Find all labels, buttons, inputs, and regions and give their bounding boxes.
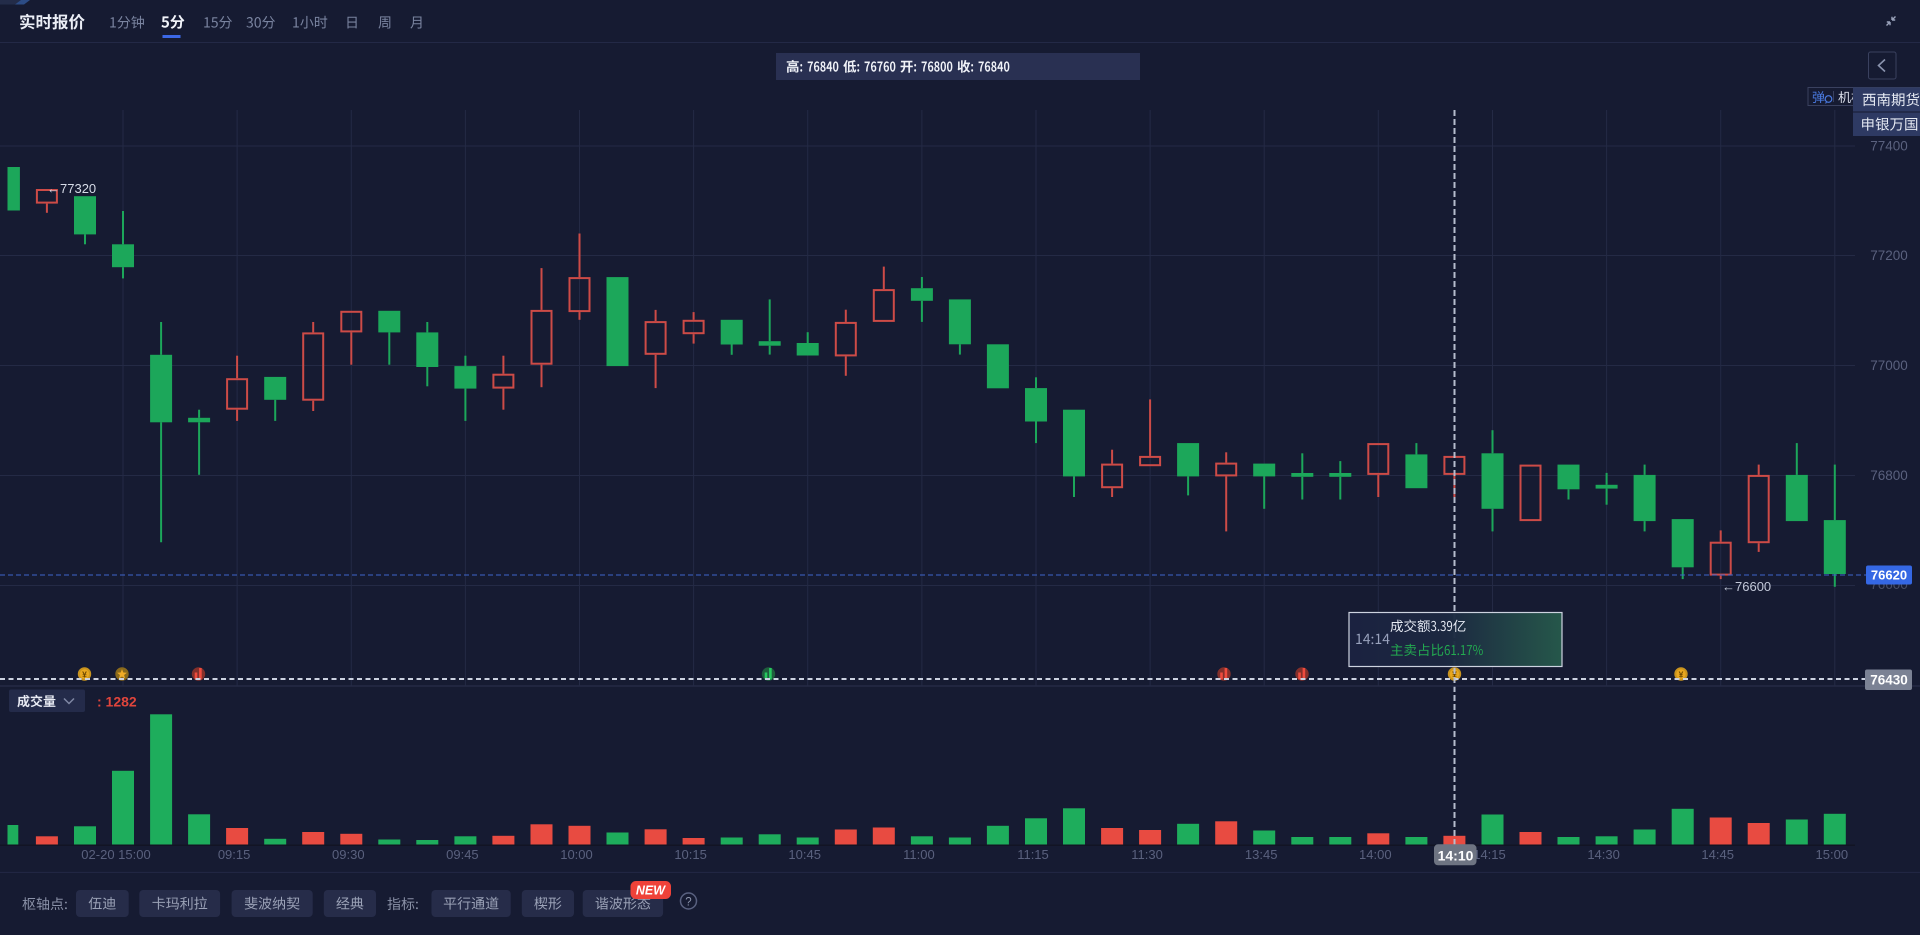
svg-text:10:00: 10:00 [560, 847, 593, 862]
svg-text:11:30: 11:30 [1131, 847, 1163, 862]
svg-text:02-20 15:00: 02-20 15:00 [81, 847, 150, 862]
svg-text:09:15: 09:15 [218, 847, 251, 862]
svg-text:14:30: 14:30 [1587, 847, 1620, 862]
svg-text:←76600: ←76600 [1722, 579, 1771, 594]
svg-text:11:00: 11:00 [903, 847, 935, 862]
svg-text:NEW: NEW [636, 884, 666, 898]
svg-text:09:30: 09:30 [332, 847, 365, 862]
svg-text:¥: ¥ [82, 670, 87, 680]
svg-text:14:45: 14:45 [1701, 847, 1734, 862]
svg-text:76430: 76430 [1870, 673, 1908, 688]
svg-text:13:45: 13:45 [1245, 847, 1278, 862]
svg-text:76620: 76620 [1871, 568, 1907, 583]
svg-text:15:00: 15:00 [1816, 847, 1849, 862]
svg-text:¥: ¥ [1679, 670, 1684, 680]
svg-text:14:10: 14:10 [1438, 848, 1474, 864]
svg-text:14:00: 14:00 [1359, 847, 1392, 862]
svg-text:: 1282: : 1282 [97, 694, 137, 710]
svg-text:76800: 76800 [1870, 468, 1908, 483]
svg-text:77200: 77200 [1870, 248, 1908, 263]
svg-text:10:15: 10:15 [674, 847, 707, 862]
svg-text:←77320: ←77320 [47, 181, 96, 196]
svg-text:¥: ¥ [1452, 670, 1457, 680]
svg-text:?: ? [685, 897, 691, 909]
svg-text:77000: 77000 [1870, 358, 1908, 373]
svg-text:09:45: 09:45 [446, 847, 479, 862]
svg-text:77400: 77400 [1870, 139, 1908, 154]
svg-text:11:15: 11:15 [1017, 847, 1049, 862]
svg-text:14:15: 14:15 [1473, 847, 1506, 862]
svg-text:10:45: 10:45 [788, 847, 821, 862]
